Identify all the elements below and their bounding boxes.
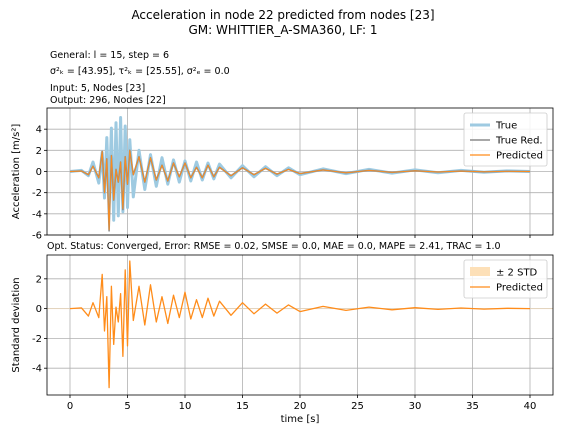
y-tick-label: -2 — [32, 334, 42, 345]
legend-swatch-std — [470, 267, 490, 276]
opt-status: Opt. Status: Converged, Error: RMSE = 0.… — [47, 241, 501, 252]
x-tick-label: 20 — [294, 401, 307, 412]
legend-label: ± 2 STD — [496, 268, 538, 279]
info-variances: σ²ₖ = [43.95], τ²ₖ = [25.55], σ²ₑ = 0.0 — [50, 66, 230, 77]
y-tick-label: -6 — [32, 231, 42, 242]
x-tick-label: 10 — [179, 401, 192, 412]
legend-label: True Red. — [495, 136, 543, 147]
chart-title-line1: Acceleration in node 22 predicted from n… — [131, 8, 435, 22]
legend-label: True — [495, 121, 517, 132]
info-general: General: l = 15, step = 6 — [50, 50, 170, 61]
y-tick-label: -2 — [32, 188, 42, 199]
x-tick-label: 40 — [524, 401, 537, 412]
std-band — [47, 308, 553, 310]
legend-label: Predicted — [496, 151, 543, 162]
x-tick-label: 5 — [124, 401, 130, 412]
y-tick-label: -4 — [32, 364, 42, 375]
info-output: Output: 296, Nodes [22] — [50, 95, 166, 106]
legend-label: Predicted — [496, 283, 543, 294]
x-axis-label: time [s] — [281, 414, 320, 425]
series-line-predicted — [69, 260, 531, 389]
y-axis-label: Acceleration [m/s²] — [11, 124, 22, 220]
x-tick-label: 15 — [236, 401, 249, 412]
chart-title-line2: GM: WHITTIER_A-SMA360, LF: 1 — [188, 23, 378, 37]
y-tick-label: 0 — [36, 304, 42, 315]
x-tick-label: 0 — [67, 401, 73, 412]
y-tick-label: 0 — [36, 167, 42, 178]
info-input: Input: 5, Nodes [23] — [50, 83, 146, 94]
y-tick-label: 2 — [36, 274, 42, 285]
x-tick-label: 25 — [351, 401, 364, 412]
y-axis-label: Standard deviation — [11, 277, 22, 372]
x-tick-label: 30 — [409, 401, 422, 412]
y-tick-label: 2 — [36, 146, 42, 157]
y-tick-label: -4 — [32, 209, 42, 220]
x-tick-label: 35 — [466, 401, 479, 412]
series-line-predicted — [69, 149, 531, 231]
y-tick-label: 4 — [36, 125, 42, 136]
